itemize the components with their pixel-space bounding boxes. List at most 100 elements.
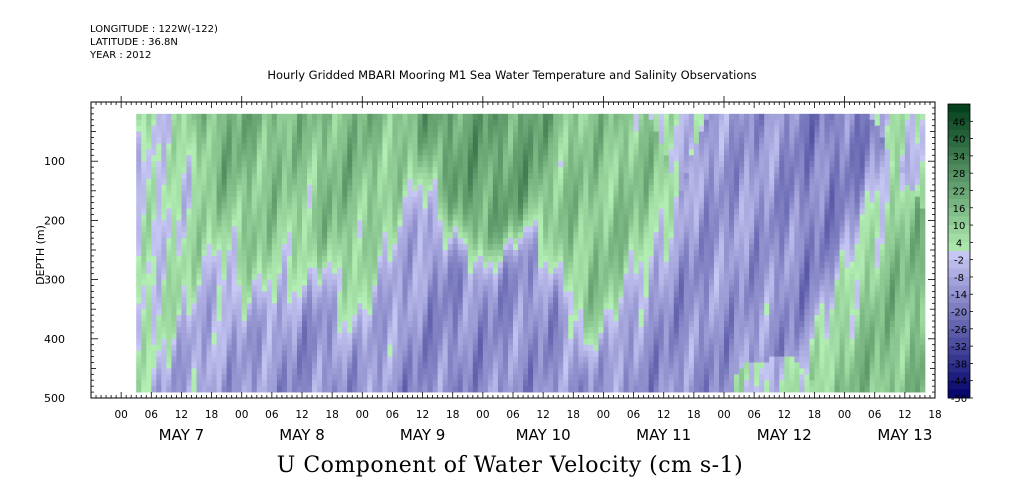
heatmap-cell	[452, 380, 459, 387]
heatmap-cell	[302, 238, 308, 245]
heatmap-cell	[598, 167, 604, 174]
heatmap-cell	[658, 297, 665, 304]
heatmap-cell	[643, 137, 650, 144]
heatmap-cell	[653, 321, 660, 328]
heatmap-cell	[156, 143, 162, 150]
heatmap-cell	[528, 267, 534, 275]
heatmap-cell	[462, 232, 469, 239]
heatmap-cell	[487, 220, 494, 227]
heatmap-cell	[352, 131, 358, 138]
heatmap-cell	[196, 119, 202, 127]
heatmap-cell	[563, 267, 569, 275]
heatmap-cell	[251, 155, 258, 162]
heatmap-cell	[598, 374, 604, 381]
heatmap-cell	[528, 119, 534, 127]
heatmap-cell	[608, 255, 614, 263]
heatmap-cell	[482, 244, 489, 251]
heatmap-cell	[236, 344, 243, 352]
heatmap-cell	[623, 214, 629, 221]
heatmap-cell	[507, 297, 514, 304]
heatmap-cell	[457, 303, 464, 310]
heatmap-cell	[337, 273, 343, 280]
heatmap-cell	[296, 226, 303, 233]
heatmap-cell	[563, 291, 569, 298]
heatmap-cell	[437, 315, 444, 322]
heatmap-cell	[402, 244, 408, 251]
heatmap-cell	[447, 131, 454, 138]
heatmap-cell	[166, 362, 172, 369]
heatmap-cell	[251, 196, 258, 204]
heatmap-cell	[452, 232, 459, 239]
heatmap-cell	[492, 374, 499, 381]
heatmap-cell	[518, 226, 524, 233]
heatmap-cell	[653, 350, 660, 357]
heatmap-cell	[156, 155, 162, 162]
heatmap-cell	[141, 386, 147, 393]
heatmap-cell	[437, 297, 444, 304]
heatmap-cell	[332, 279, 338, 286]
heatmap-cell	[352, 344, 358, 352]
heatmap-cell	[598, 184, 604, 192]
heatmap-cell	[196, 368, 202, 375]
heatmap-cell	[457, 291, 464, 298]
heatmap-cell	[271, 250, 278, 257]
heatmap-cell	[422, 214, 428, 221]
heatmap-cell	[648, 279, 655, 286]
heatmap-cell	[402, 202, 408, 209]
heatmap-cell	[623, 368, 629, 375]
heatmap-cell	[136, 356, 142, 363]
heatmap-cell	[497, 332, 504, 340]
heatmap-cell	[221, 291, 228, 298]
heatmap-cell	[342, 321, 348, 328]
heatmap-cell	[246, 202, 253, 209]
heatmap-cell	[628, 315, 634, 322]
heatmap-cell	[447, 344, 454, 352]
heatmap-cell	[638, 386, 645, 393]
heatmap-cell	[251, 362, 258, 369]
heatmap-cell	[136, 315, 142, 322]
heatmap-cell	[367, 362, 373, 369]
heatmap-cell	[352, 261, 358, 269]
heatmap-cell	[558, 119, 564, 127]
heatmap-cell	[146, 208, 152, 215]
heatmap-cell	[528, 261, 534, 269]
heatmap-cell	[317, 297, 323, 304]
heatmap-cell	[663, 208, 670, 215]
heatmap-cell	[281, 285, 288, 292]
heatmap-cell	[487, 315, 494, 322]
heatmap-cell	[372, 362, 378, 369]
heatmap-cell	[648, 125, 655, 132]
heatmap-cell	[452, 297, 459, 304]
heatmap-cell	[533, 315, 539, 322]
heatmap-cell	[161, 338, 167, 346]
heatmap-cell	[231, 321, 238, 328]
heatmap-cell	[312, 184, 318, 192]
heatmap-cell	[538, 368, 544, 375]
heatmap-cell	[251, 374, 258, 381]
heatmap-cell	[467, 202, 474, 209]
heatmap-cell	[367, 285, 373, 292]
heatmap-cell	[513, 315, 519, 322]
heatmap-cell	[507, 167, 514, 174]
heatmap-cell	[216, 315, 223, 322]
heatmap-cell	[487, 338, 494, 346]
heatmap-cell	[146, 362, 152, 369]
heatmap-cell	[412, 315, 418, 322]
heatmap-cell	[226, 315, 233, 322]
heatmap-cell	[171, 202, 177, 209]
heatmap-cell	[342, 362, 348, 369]
heatmap-cell	[181, 356, 187, 363]
heatmap-cell	[266, 208, 273, 215]
heatmap-cell	[467, 309, 474, 316]
heatmap-cell	[256, 149, 263, 156]
heatmap-cell	[302, 220, 308, 227]
heatmap-cell	[352, 273, 358, 280]
heatmap-cell	[648, 202, 655, 209]
heatmap-cell	[362, 161, 368, 168]
heatmap-cell	[467, 267, 474, 275]
heatmap-cell	[286, 380, 293, 387]
heatmap-cell	[598, 113, 604, 121]
heatmap-cell	[372, 232, 378, 239]
heatmap-cell	[533, 285, 539, 292]
longitude-label: LONGITUDE : 122W(-122)	[90, 24, 218, 35]
